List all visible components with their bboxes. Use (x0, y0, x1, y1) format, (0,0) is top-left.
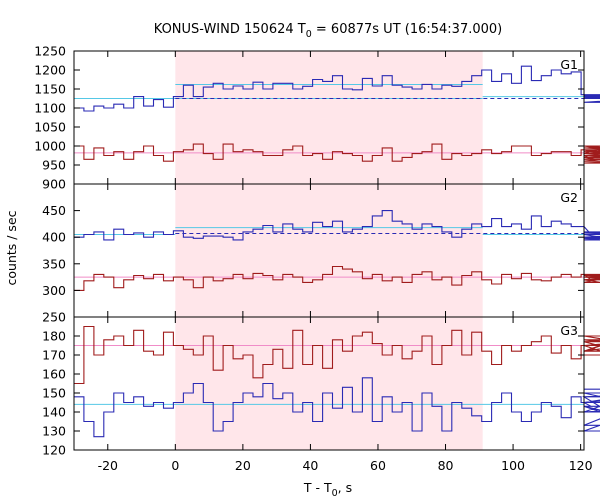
panel-g1: 900 950 1000 1050 1100 1150 1200 1250 G1 (34, 44, 600, 192)
y-tick-label-g3-130: 130 (42, 424, 66, 439)
y-tick-label-g3-180: 180 (42, 329, 66, 344)
series-line-g3-0 (74, 325, 600, 385)
y-tick-label-g1-900: 900 (42, 177, 66, 192)
panel-frame-g3 (73, 316, 585, 451)
x-tick-label-80: 80 (438, 458, 454, 473)
y-tick-label-g3-140: 140 (42, 405, 66, 420)
x-tick-label-20: 20 (235, 458, 251, 473)
y-tick-label-g1-1150: 1150 (34, 82, 66, 97)
panel-g3: 120 130 140 150 160 170 180 G3 (42, 316, 600, 458)
y-tick-label-g2-350: 350 (42, 256, 66, 271)
shaded-interval-g2 (175, 184, 483, 317)
x-axis-label: T - T0, s (303, 480, 352, 499)
y-tick-label-g2-450: 450 (42, 203, 66, 218)
y-tick-label-g2-300: 300 (42, 283, 66, 298)
x-tick-label-60: 60 (370, 458, 386, 473)
y-tick-label-g3-170: 170 (42, 348, 66, 363)
chart-title: KONUS-WIND 150624 T0 = 60877s UT (16:54:… (154, 22, 503, 40)
y-tick-label-g3-150: 150 (42, 386, 66, 401)
y-tick-label-g1-1100: 1100 (34, 101, 66, 116)
y-tick-label-g1-1050: 1050 (34, 120, 66, 135)
y-axis-label: counts / sec (4, 210, 19, 285)
series-line-g1-0 (74, 65, 600, 112)
y-tick-label-g3-120: 120 (42, 443, 66, 458)
panel-label-g2: G2 (560, 190, 578, 205)
x-tick-label-120: 120 (569, 458, 593, 473)
panel-g2: 250 300 350 400 450 G2 (42, 183, 600, 325)
y-tick-label-g2-250: 250 (42, 310, 66, 325)
x-tick-label-100: 100 (501, 458, 525, 473)
series-line-g3-1 (74, 377, 600, 438)
series-line-g1-1 (74, 143, 600, 164)
x-tick-label--20: -20 (98, 458, 118, 473)
y-tick-label-g3-160: 160 (42, 367, 66, 382)
x-tick-label-40: 40 (302, 458, 318, 473)
panel-label-g1: G1 (560, 57, 578, 72)
shaded-interval-g3 (175, 317, 483, 450)
y-tick-label-g1-1000: 1000 (34, 139, 66, 154)
panel-label-g3: G3 (560, 323, 578, 338)
series-line-g2-0 (74, 210, 600, 241)
shaded-interval-g1 (175, 51, 483, 184)
y-tick-label-g1-950: 950 (42, 158, 66, 173)
series-line-g2-1 (74, 265, 600, 291)
x-tick-label-0: 0 (171, 458, 179, 473)
y-tick-label-g2-400: 400 (42, 230, 66, 245)
y-tick-label-g1-1250: 1250 (34, 44, 66, 59)
y-tick-label-g1-1200: 1200 (34, 63, 66, 78)
